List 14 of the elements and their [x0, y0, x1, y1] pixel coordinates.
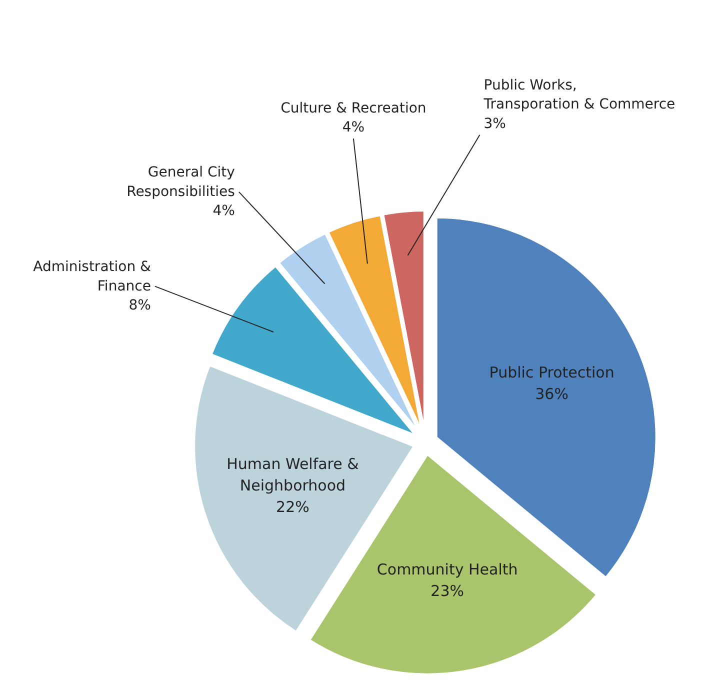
slice-label: Administration & Finance [33, 259, 152, 294]
data-label: 23% [430, 582, 464, 600]
slice-label: Human Welfare & Neighborhood [226, 455, 360, 495]
data-label: 8% [128, 298, 151, 314]
data-label: 3% [484, 116, 506, 132]
data-label: 4% [342, 120, 365, 136]
data-label: 22% [276, 498, 310, 516]
slice-label: Culture & Recreation [280, 100, 426, 116]
data-label: 36% [535, 384, 568, 403]
data-label: 4% [212, 203, 235, 220]
slice-label: Community Health [376, 560, 518, 579]
slice-label: General City Responsibilities [126, 164, 235, 200]
slice-label: Public Protection [489, 363, 614, 382]
slice-label: Public Works, Transporation & Commerce [482, 77, 676, 113]
